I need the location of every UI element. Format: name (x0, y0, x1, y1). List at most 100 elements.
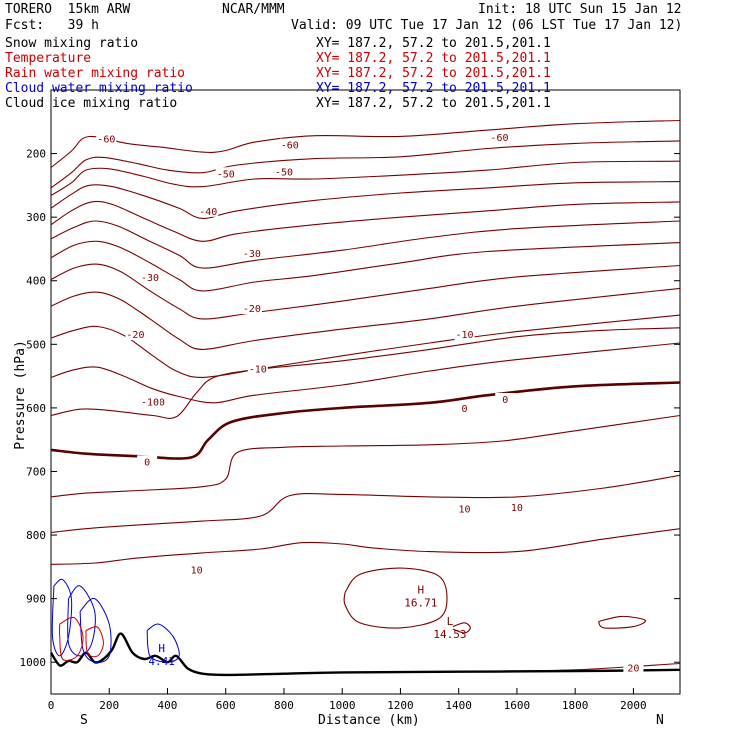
x-tick-label: 0 (48, 699, 55, 712)
legend-cloud-ice-xy: XY= 187.2, 57.2 to 201.5,201.1 (316, 96, 551, 111)
extremum-letter: H (158, 642, 165, 655)
y-tick-label: 600 (26, 402, 46, 415)
closed-contour-warm (343, 567, 448, 629)
plot-frame (50, 89, 681, 695)
contour-label-bg (140, 395, 161, 408)
isotherm-14 (51, 474, 680, 534)
rain-water-contour-5 (85, 626, 104, 658)
legend-temperature-xy: XY= 187.2, 57.2 to 201.5,201.1 (316, 51, 551, 66)
contour-label-bg (279, 138, 300, 151)
cloud-water-contour-1 (67, 585, 96, 657)
forecast-hour: Fcst: 39 h (5, 18, 99, 33)
contour-label-bg (506, 501, 527, 514)
isotherm-11 (51, 327, 680, 419)
isotherm-7 (51, 263, 680, 320)
y-tick-label: 500 (26, 338, 46, 351)
closed-contour-cold (452, 622, 471, 634)
extremum-value: 16.71 (404, 596, 437, 609)
cloud-water-contour-2 (79, 597, 112, 664)
contour-label-bg (454, 328, 475, 341)
contour-label: -20 (243, 304, 261, 315)
contour-label-bg (186, 563, 207, 576)
zero-isotherm (51, 381, 680, 460)
y-tick-label: 1000 (20, 656, 47, 669)
contour-label: -60 (97, 134, 115, 145)
contour-label-bg (454, 502, 475, 515)
terrain-line (49, 632, 681, 677)
isotherm-4 (51, 200, 680, 242)
y-axis-label: Pressure (hPa) (12, 340, 28, 450)
isotherm-5 (51, 220, 680, 269)
contour-label: -60 (281, 141, 299, 152)
contour-label: -40 (199, 207, 217, 218)
contour-label: -60 (490, 133, 508, 144)
model-title: TORERO 15km ARW (5, 2, 131, 17)
init-time: Init: 18 UTC Sun 15 Jan 12 (478, 2, 682, 17)
x-tick-label: 1000 (329, 699, 356, 712)
contour-label-bg (623, 661, 644, 674)
closed-contour-north (598, 615, 646, 629)
legend-cloud-water-xy: XY= 187.2, 57.2 to 201.5,201.1 (316, 81, 551, 96)
y-tick-label: 800 (26, 529, 46, 542)
contour-label: 0 (502, 395, 508, 406)
contour-label-bg (241, 246, 262, 259)
legend-cloud-water: Cloud water mixing ratio (5, 81, 193, 96)
cloud-water-contour-0 (51, 578, 73, 657)
legend-rain: Rain water mixing ratio (5, 66, 186, 81)
contour-label: -10 (141, 398, 159, 409)
legend-cloud-ice: Cloud ice mixing ratio (5, 96, 178, 111)
y-tick-label: 200 (26, 148, 46, 161)
contour-label: -50 (217, 169, 235, 180)
contour-label: -30 (243, 249, 261, 260)
x-axis-end-label: N (656, 713, 664, 728)
x-tick-label: 200 (99, 699, 119, 712)
legend-snow-xy: XY= 187.2, 57.2 to 201.5,201.1 (316, 36, 551, 51)
isotherm-8 (51, 287, 680, 350)
isotherm-1 (51, 140, 680, 189)
y-tick-label: 400 (26, 275, 46, 288)
isotherm-0 (51, 119, 680, 169)
isotherm-13 (51, 414, 680, 498)
contour-label: 0 (461, 404, 467, 415)
x-tick-label: 1600 (504, 699, 531, 712)
contour-label-bg (96, 132, 117, 145)
contour-label-bg (454, 401, 475, 414)
contour-label: 10 (458, 504, 470, 515)
x-axis-label: Distance (km) (318, 713, 420, 728)
isotherm-9 (51, 314, 680, 378)
valid-time: Valid: 09 UTC Tue 17 Jan 12 (06 LST Tue … (291, 18, 683, 33)
x-tick-label: 1200 (387, 699, 414, 712)
contour-label-bg (489, 131, 510, 144)
isotherm-15 (51, 528, 680, 565)
y-tick-label: 700 (26, 465, 46, 478)
y-tick-label: 300 (26, 211, 46, 224)
legend-rain-xy: XY= 187.2, 57.2 to 201.5,201.1 (316, 66, 551, 81)
contour-label: -30 (141, 273, 159, 284)
contour-label-bg (241, 302, 262, 315)
isotherm-10 (51, 342, 680, 404)
extremum-letter: H (418, 583, 425, 596)
isotherm-6 (51, 240, 680, 292)
contour-label-bg (140, 270, 161, 283)
rain-water-contour-4 (59, 616, 84, 661)
legend-snow: Snow mixing ratio (5, 36, 139, 51)
x-tick-label: 600 (216, 699, 236, 712)
x-tick-label: 2000 (620, 699, 647, 712)
contour-label: -10 (455, 330, 473, 341)
x-tick-label: 400 (158, 699, 178, 712)
contour-label-bg (247, 362, 268, 375)
contour-label: -20 (126, 330, 144, 341)
contour-label-bg (125, 328, 146, 341)
contour-label: 10 (511, 503, 523, 514)
center-title: NCAR/MMM (222, 2, 285, 17)
contour-label: -10 (249, 364, 267, 375)
contour-label-bg (273, 165, 294, 178)
cloud-water-contour-3 (146, 623, 180, 663)
legend-temperature: Temperature (5, 51, 92, 66)
contour-label: 10 (191, 565, 203, 576)
isotherm-3 (51, 181, 680, 219)
isotherm-2 (51, 160, 680, 196)
contour-label-bg (198, 204, 219, 217)
contour-label: 20 (627, 663, 639, 674)
